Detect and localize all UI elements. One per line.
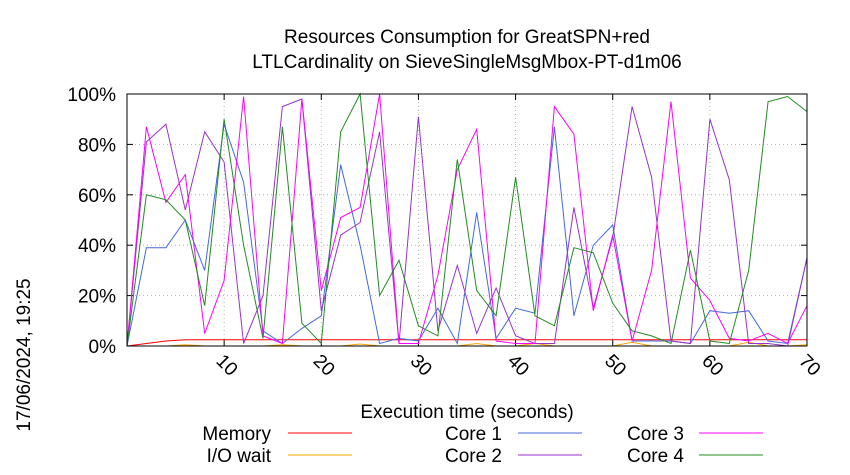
series-line-core-1: [126, 124, 808, 347]
y-tick-label: 40%: [78, 236, 116, 257]
plot-frame: [126, 93, 808, 347]
series-line-core-4: [126, 92, 808, 347]
x-tick-label: 70: [794, 351, 824, 381]
x-tick-label: 60: [697, 351, 727, 381]
x-tick-label: 20: [309, 351, 339, 381]
legend-label: Core 4: [627, 446, 684, 467]
legend-label: Core 1: [445, 424, 502, 445]
y-tick-label: 100%: [67, 85, 116, 106]
series-line-core-2: [126, 98, 808, 347]
legend-label: Memory: [202, 424, 271, 445]
x-tick-label: 10: [212, 351, 242, 381]
legend-label: Core 2: [445, 446, 502, 467]
series-line-i-o-wait: [127, 341, 808, 347]
series-lines: [126, 92, 808, 347]
legend-label: I/O wait: [207, 446, 272, 467]
y-tick-label: 0%: [89, 337, 117, 358]
grid-lines: [127, 94, 807, 346]
y-tick-label: 60%: [78, 186, 116, 207]
legend-label: Core 3: [627, 424, 684, 445]
chart-title-line2: LTLCardinality on SieveSingleMsgMbox-PT-…: [252, 52, 681, 73]
x-axis-ticks: 10 20 30 40 50 60 70: [212, 94, 824, 381]
x-axis-label: Execution time (seconds): [360, 402, 573, 423]
y-axis-ticks: 0% 20% 40% 60% 80% 100%: [67, 85, 807, 358]
x-tick-label: 40: [503, 351, 533, 381]
y-tick-label: 20%: [78, 287, 116, 308]
x-tick-label: 30: [406, 351, 436, 381]
x-tick-label: 50: [600, 351, 630, 381]
timestamp-label: 17/06/2024, 19:25: [14, 278, 35, 431]
y-tick-label: 80%: [78, 135, 116, 156]
chart-title-line1: Resources Consumption for GreatSPN+red: [284, 27, 650, 48]
series-line-memory: [126, 339, 807, 347]
series-line-core-3: [126, 93, 808, 347]
